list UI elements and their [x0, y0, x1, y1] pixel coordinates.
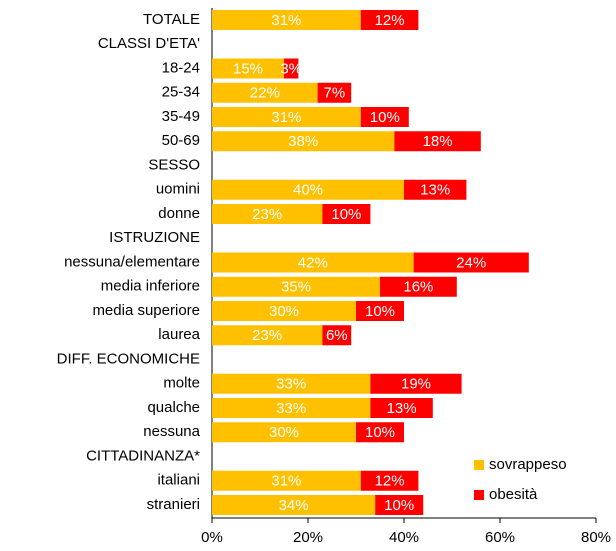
y-tick-label: 18-24 — [162, 59, 200, 76]
bar-segment — [360, 10, 419, 30]
y-tick-label: SESSO — [148, 156, 200, 173]
y-tick-label: 25-34 — [162, 84, 200, 101]
y-tick-label: media inferiore — [101, 278, 200, 295]
legend-swatch — [474, 460, 484, 470]
value-label: 18% — [423, 133, 453, 150]
value-label: 38% — [288, 133, 318, 150]
y-tick-label: ISTRUZIONE — [109, 229, 200, 246]
y-tick-label: laurea — [158, 326, 200, 343]
bar-segment — [284, 58, 299, 79]
bar-segment — [394, 131, 481, 152]
value-label: 12% — [375, 12, 405, 29]
bar-segment — [212, 82, 318, 103]
y-tick-label: italiani — [157, 472, 200, 489]
bar-segment — [212, 495, 376, 515]
value-label: 10% — [384, 497, 414, 514]
bar-segment — [212, 204, 323, 224]
bar-segment — [212, 107, 361, 127]
value-label: 12% — [375, 473, 405, 490]
value-label: 31% — [271, 109, 301, 126]
bar-segment — [322, 204, 371, 224]
bar-segment — [212, 470, 361, 491]
y-tick-label: molte — [163, 375, 200, 392]
bar-segment — [212, 398, 371, 418]
y-tick-label: 35-49 — [162, 108, 200, 125]
value-label: 33% — [276, 400, 306, 417]
value-label: 3% — [280, 60, 302, 77]
value-label: 35% — [281, 279, 311, 296]
value-label: 6% — [326, 327, 348, 344]
value-label: 10% — [365, 303, 395, 320]
bar-segment — [212, 276, 380, 297]
legend-swatch — [474, 490, 484, 500]
value-label: 10% — [331, 206, 361, 223]
bar-segment — [375, 495, 424, 515]
bar-segment — [212, 301, 356, 321]
y-tick-label: CLASSI D'ETA' — [98, 35, 200, 52]
y-tick-label: 50-69 — [162, 132, 200, 149]
y-tick-label: nessuna — [143, 423, 200, 440]
value-label: 30% — [269, 424, 299, 441]
bar-segment — [360, 470, 419, 491]
x-tick-label: 80% — [581, 529, 611, 546]
bar-segment — [212, 10, 361, 30]
bar-segment — [413, 252, 529, 273]
y-tick-label: stranieri — [147, 496, 200, 513]
y-tick-label: CITTADINANZA* — [86, 447, 200, 464]
value-label: 24% — [456, 254, 486, 271]
bar-segment — [380, 276, 457, 297]
value-label: 10% — [370, 109, 400, 126]
bar-segment — [212, 373, 371, 394]
value-label: 7% — [324, 85, 346, 102]
bar-segment — [356, 422, 404, 443]
bar-segment — [404, 179, 467, 200]
bar-segment — [356, 301, 404, 321]
bar-segment — [212, 58, 284, 79]
x-tick-label: 60% — [485, 529, 515, 546]
legend-label: sovrappeso — [489, 456, 567, 473]
value-label: 16% — [403, 279, 433, 296]
bar-segment — [360, 107, 409, 127]
x-tick-label: 40% — [389, 529, 419, 546]
bar-segment — [212, 179, 404, 200]
value-label: 40% — [293, 182, 323, 199]
bar-segment — [212, 252, 414, 273]
y-tick-label: nessuna/elementare — [64, 253, 200, 270]
y-tick-label: media superiore — [92, 302, 200, 319]
value-label: 15% — [233, 60, 263, 77]
legend-label: obesità — [489, 486, 538, 503]
value-label: 10% — [365, 424, 395, 441]
value-label: 23% — [252, 206, 282, 223]
value-label: 42% — [298, 254, 328, 271]
bar-segment — [370, 373, 462, 394]
value-label: 19% — [401, 376, 431, 393]
value-label: 31% — [271, 12, 301, 29]
y-tick-label: TOTALE — [143, 11, 200, 28]
value-label: 33% — [276, 376, 306, 393]
bar-segment — [317, 82, 352, 103]
value-label: 22% — [250, 85, 280, 102]
value-label: 31% — [271, 473, 301, 490]
value-label: 34% — [279, 497, 309, 514]
bar-segment — [370, 398, 433, 418]
y-tick-label: qualche — [147, 399, 200, 416]
bar-segment — [212, 325, 323, 346]
bar-segment — [212, 131, 395, 152]
y-tick-label: donne — [158, 205, 200, 222]
value-label: 30% — [269, 303, 299, 320]
x-tick-label: 0% — [201, 529, 223, 546]
value-label: 13% — [387, 400, 417, 417]
bar-segment — [322, 325, 352, 346]
bar-segment — [212, 422, 356, 443]
x-tick-label: 20% — [293, 529, 323, 546]
value-label: 13% — [420, 182, 450, 199]
value-label: 23% — [252, 327, 282, 344]
y-tick-label: uomini — [156, 181, 200, 198]
y-tick-label: DIFF. ECONOMICHE — [57, 350, 200, 367]
